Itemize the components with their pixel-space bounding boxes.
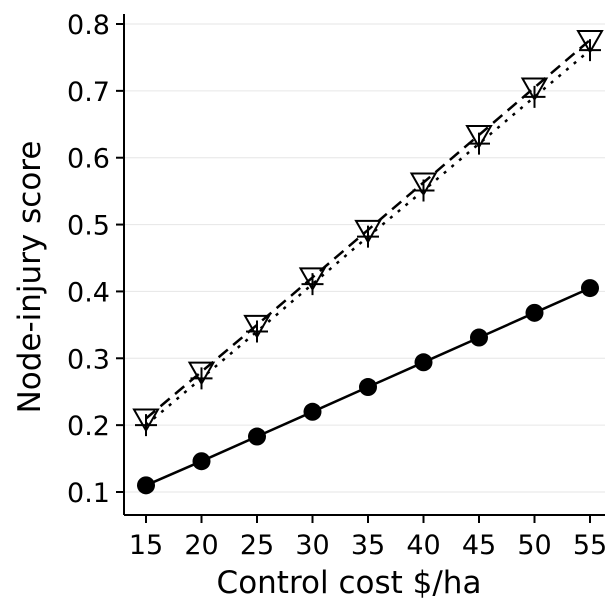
x-tick-label: 25 — [240, 530, 274, 561]
data-markers — [132, 30, 604, 495]
y-tick-label: 0.2 — [67, 411, 110, 442]
x-tick-label: 35 — [351, 530, 385, 561]
marker-plus — [468, 132, 490, 155]
axes: 0.1 0.2 0.3 0.4 0.5 0.6 0.7 0.8 15 20 25 30 35 40 45 50… — [67, 10, 605, 561]
marker-circle — [303, 402, 322, 421]
marker-plus — [523, 85, 546, 108]
marker-triangle — [576, 30, 604, 55]
marker-triangle — [298, 267, 327, 292]
x-tick-label: 50 — [517, 530, 551, 561]
y-tick-label: 0.5 — [67, 211, 110, 242]
marker-plus — [579, 39, 601, 62]
x-axis-label: Control cost $/ha — [217, 565, 482, 601]
y-tick-label: 0.1 — [67, 478, 110, 509]
x-tick-label: 30 — [295, 530, 329, 561]
series-lines — [145, 39, 591, 487]
marker-triangle — [520, 77, 549, 102]
x-tick-label: 45 — [462, 530, 496, 561]
y-tick-label: 0.7 — [67, 77, 110, 108]
marker-circle — [470, 328, 488, 347]
marker-circle — [581, 279, 599, 298]
marker-triangle — [465, 124, 493, 149]
marker-circle — [414, 353, 433, 372]
marker-circle — [192, 452, 211, 471]
grid-lines — [124, 23, 605, 493]
marker-triangle — [354, 219, 382, 244]
marker-triangle — [243, 314, 271, 339]
y-axis-label: Node-injury score — [12, 141, 48, 414]
marker-circle — [525, 303, 544, 322]
y-tick-label: 0.8 — [67, 10, 110, 41]
x-tick-label: 20 — [184, 530, 218, 561]
marker-plus — [246, 320, 268, 343]
y-tick-label: 0.3 — [67, 344, 110, 375]
marker-triangle — [409, 172, 438, 197]
marker-circle — [359, 378, 377, 397]
marker-circle — [248, 427, 266, 446]
x-tick-label: 55 — [573, 530, 605, 561]
marker-triangle — [132, 408, 160, 433]
marker-plus — [301, 273, 324, 296]
marker-circle — [137, 476, 155, 495]
marker-triangle — [187, 361, 216, 386]
y-tick-label: 0.6 — [67, 144, 110, 175]
marker-plus — [135, 414, 157, 437]
axis-labels: Control cost $/ha Node-injury score — [12, 141, 481, 601]
marker-plus — [190, 367, 213, 390]
x-tick-label: 40 — [406, 530, 440, 561]
x-tick-label: 15 — [129, 530, 163, 561]
marker-plus — [412, 179, 435, 202]
marker-plus — [357, 225, 379, 248]
y-tick-label: 0.4 — [67, 277, 110, 308]
